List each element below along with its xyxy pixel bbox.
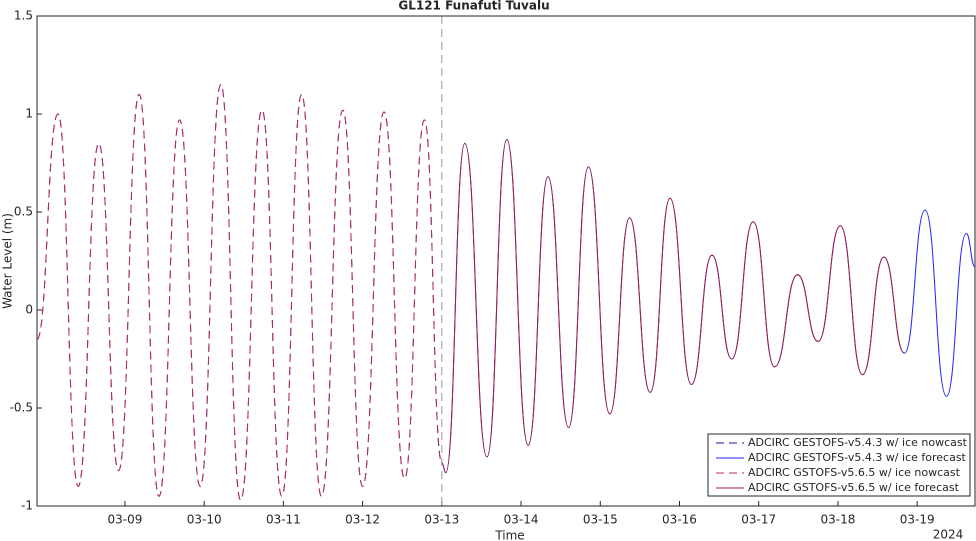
series-line [36,84,443,501]
x-tick-label: 03-13 [424,513,459,527]
legend-label: ADCIRC GSTOFS-v5.6.5 w/ ice nowcast [748,466,961,479]
x-tick-label: 03-10 [187,513,222,527]
y-tick-label: 1 [25,107,33,121]
y-tick-label: 1.5 [14,9,33,23]
x-tick-label: 03-15 [583,513,618,527]
legend: ADCIRC GESTOFS-v5.4.3 w/ ice nowcast ADCI… [707,433,971,497]
legend-label: ADCIRC GSTOFS-v5.6.5 w/ ice forecast [748,481,960,494]
x-axis-label: Time [494,529,524,541]
y-axis-label: Water Level (m) [1,213,15,309]
legend-label: ADCIRC GESTOFS-v5.4.3 w/ ice nowcast [748,436,968,449]
x-tick-label: 03-19 [900,513,935,527]
y-tick-label: -1 [21,499,33,513]
x-tick-label: 03-17 [741,513,776,527]
y-tick-label: 0 [25,303,33,317]
series-line [441,138,905,474]
x-annotation: 2024 [933,528,964,541]
x-tick-label: 03-12 [345,513,380,527]
x-tick-label: 03-16 [662,513,697,527]
legend-box [707,433,971,497]
x-tick-label: 03-11 [266,513,301,527]
x-tick-label: 03-09 [108,513,143,527]
y-tick-label: 0.5 [14,205,33,219]
x-tick-label: 03-18 [821,513,856,527]
chart-title: GL121 Funafuti Tuvalu [398,0,549,13]
legend-label: ADCIRC GESTOFS-v5.4.3 w/ ice forecast [748,451,967,464]
x-tick-label: 03-14 [504,513,539,527]
y-tick-label: -0.5 [10,401,33,415]
axes-box [36,15,976,507]
